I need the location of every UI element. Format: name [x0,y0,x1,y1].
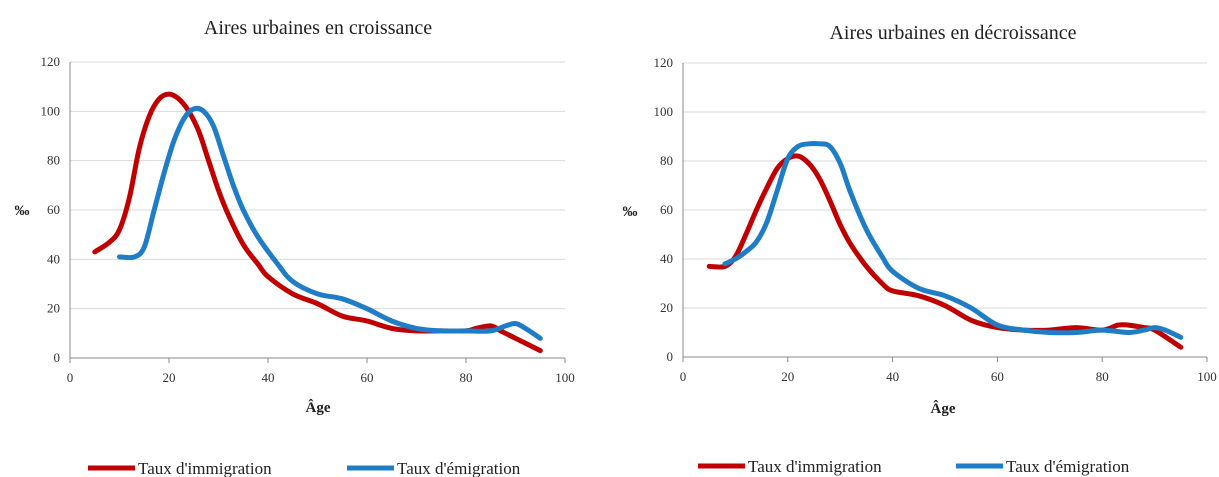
y-axis-label: ‰ [15,203,30,219]
x-tick-label: 0 [67,370,74,385]
x-tick-label: 60 [991,369,1004,384]
legend-label-emigration: Taux d'émigration [1006,457,1130,476]
x-tick-label: 40 [886,369,899,384]
chart-title: Aires urbaines en décroissance [829,22,1076,44]
chart-panel-growth: Aires urbaines en croissance 0 20 40 60 80 10… [15,17,575,477]
y-tick-label: 60 [660,202,673,217]
legend-label-immigration: Taux d'immigration [748,457,882,476]
y-tick-label: 80 [47,153,60,168]
legend-label-emigration: Taux d'émigration [397,459,521,477]
x-axis-label: Âge [306,399,331,416]
x-tick-label: 100 [1197,369,1217,384]
y-tick-label: 40 [47,251,60,266]
x-tick-label: 0 [680,369,687,384]
x-tick-label: 80 [1096,369,1109,384]
y-tick-label: 100 [654,104,674,119]
y-tick-label: 120 [654,55,674,70]
x-axis-label: Âge [931,400,956,417]
chart-title: Aires urbaines en croissance [204,17,432,39]
x-tick-label: 40 [262,370,275,385]
y-tick-label: 120 [41,54,61,69]
y-tick-label: 0 [54,350,61,365]
x-tick-label: 20 [781,369,794,384]
y-tick-label: 20 [660,300,673,315]
y-tick-label: 20 [47,301,60,316]
chart-panel-decline: Aires urbaines en décroissance 0 20 40 60 80… [610,0,1219,477]
legend: Taux d'immigration Taux d'émigration [88,459,521,477]
x-tick-label: 60 [361,370,374,385]
y-tick-label: 100 [41,103,61,118]
legend-label-immigration: Taux d'immigration [138,459,272,477]
series-line-emigration [117,105,543,341]
x-tick-label: 20 [163,370,176,385]
y-tick-label: 80 [660,153,673,168]
chart-growth: Aires urbaines en croissance 0 20 40 60 80 10… [15,17,575,477]
y-axis-label: ‰ [623,204,638,220]
y-tick-label: 60 [47,202,60,217]
x-tick-label: 80 [460,370,473,385]
legend: Taux d'immigration Taux d'émigration [698,457,1130,476]
series-line-immigration [92,91,543,354]
y-tick-label: 40 [660,251,673,266]
chart-decline: Aires urbaines en décroissance 0 20 40 60 80… [623,22,1217,476]
x-tick-label: 100 [555,370,575,385]
series-line-emigration [722,141,1184,340]
y-tick-label: 0 [667,349,674,364]
